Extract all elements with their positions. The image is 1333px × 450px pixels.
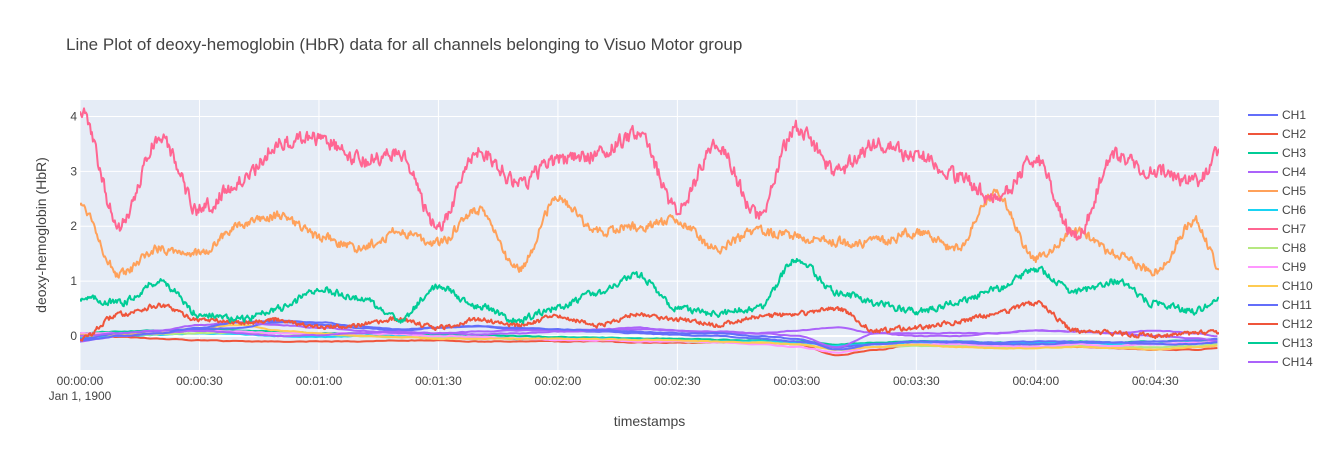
y-axis-title: deoxy-hemoglobin (HbR) <box>33 157 49 313</box>
series-line-ch2 <box>80 300 1219 342</box>
y-tick-label: 2 <box>70 219 77 233</box>
series-line-ch10 <box>80 323 1218 351</box>
y-tick-label: 0 <box>70 329 77 343</box>
x-tick-label: 00:00:30 <box>176 374 223 388</box>
y-tick-label: 4 <box>70 109 77 123</box>
series-line-ch9 <box>80 329 1218 354</box>
series-line-ch1 <box>80 321 1218 349</box>
x-tick-label: 00:01:00 <box>296 374 343 388</box>
x-tick-label: 00:00:00 <box>57 374 104 388</box>
y-tick-label: 3 <box>70 164 77 178</box>
x-tick-label: 00:04:00 <box>1012 374 1059 388</box>
legend-label: CH1 <box>1282 108 1306 122</box>
chart-title: Line Plot of deoxy-hemoglobin (HbR) data… <box>66 35 742 54</box>
legend-item-ch14[interactable]: CH14 <box>1248 355 1313 369</box>
series-line-ch5 <box>80 188 1219 279</box>
legend-label: CH9 <box>1282 260 1306 274</box>
legend-item-ch3[interactable]: CH3 <box>1248 146 1306 160</box>
x-tick-label: 00:02:00 <box>535 374 582 388</box>
legend-item-ch6[interactable]: CH6 <box>1248 203 1306 217</box>
legend-label: CH13 <box>1282 336 1313 350</box>
legend-label: CH5 <box>1282 184 1306 198</box>
legend-item-ch8[interactable]: CH8 <box>1248 241 1306 255</box>
legend-label: CH11 <box>1282 298 1312 312</box>
x-tick-label: 00:03:30 <box>893 374 940 388</box>
series-line-ch14 <box>80 321 1218 338</box>
legend-item-ch7[interactable]: CH7 <box>1248 222 1306 236</box>
legend-item-ch12[interactable]: CH12 <box>1248 317 1313 331</box>
legend-label: CH7 <box>1282 222 1306 236</box>
legend[interactable]: CH1 CH2 CH3 CH4 CH5 CH6 CH7 CH8 CH9 CH10 CH11 CH12 C… <box>1248 108 1313 369</box>
x-tick-label: 00:04:30 <box>1132 374 1179 388</box>
legend-item-ch11[interactable]: CH11 <box>1248 298 1312 312</box>
x-tick-label: 00:02:30 <box>654 374 701 388</box>
y-tick-label: 1 <box>70 274 77 288</box>
x-tick-sublabel: Jan 1, 1900 <box>49 389 112 403</box>
legend-item-ch13[interactable]: CH13 <box>1248 336 1313 350</box>
legend-item-ch2[interactable]: CH2 <box>1248 127 1306 141</box>
legend-item-ch1[interactable]: CH1 <box>1248 108 1306 122</box>
series-line-ch3 <box>80 257 1219 324</box>
x-tick-label: 00:01:30 <box>415 374 462 388</box>
legend-label: CH12 <box>1282 317 1313 331</box>
legend-item-ch4[interactable]: CH4 <box>1248 165 1306 179</box>
x-tick-label: 00:03:00 <box>773 374 820 388</box>
legend-label: CH10 <box>1282 279 1313 293</box>
legend-item-ch9[interactable]: CH9 <box>1248 260 1306 274</box>
legend-label: CH14 <box>1282 355 1313 369</box>
series-line-ch7 <box>80 107 1219 241</box>
legend-label: CH2 <box>1282 127 1306 141</box>
legend-label: CH8 <box>1282 241 1306 255</box>
legend-label: CH3 <box>1282 146 1306 160</box>
series-lines <box>80 107 1219 357</box>
y-axis: 0 1 2 3 4 <box>70 109 77 343</box>
legend-label: CH6 <box>1282 203 1306 217</box>
legend-item-ch5[interactable]: CH5 <box>1248 184 1306 198</box>
x-axis-title: timestamps <box>614 413 686 429</box>
legend-item-ch10[interactable]: CH10 <box>1248 279 1313 293</box>
legend-label: CH4 <box>1282 165 1306 179</box>
